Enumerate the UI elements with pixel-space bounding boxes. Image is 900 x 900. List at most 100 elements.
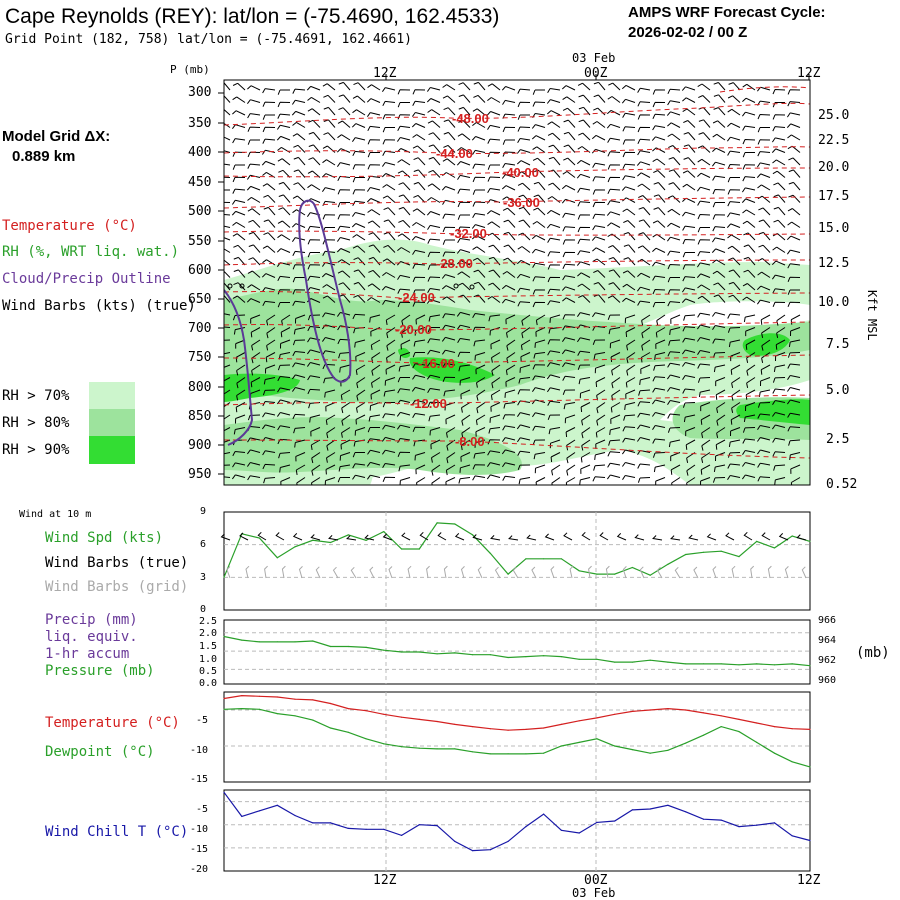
surface-barb-0-16 xyxy=(508,535,519,541)
wind-barb-244 xyxy=(367,164,381,170)
data-point-2-0-21 xyxy=(596,717,598,719)
contour-label-minus20: -20.00 xyxy=(395,322,432,337)
wind-barb-1139 xyxy=(339,452,351,461)
wind-barb-331 xyxy=(501,185,516,191)
data-point-3-0-31 xyxy=(773,822,776,824)
wind-barb-802 xyxy=(547,339,561,345)
wind-barb-1056 xyxy=(261,424,276,430)
wind-barb-394 xyxy=(278,207,291,216)
data-point-2-1-5 xyxy=(312,719,314,721)
wind-barb-804 xyxy=(576,337,591,343)
wind-barb-733 xyxy=(683,314,696,321)
data-point-2-1-6 xyxy=(329,727,332,729)
data-point-0-0-9 xyxy=(383,531,385,533)
data-point-2-0-28 xyxy=(720,715,722,717)
wind-barb-1243 xyxy=(727,475,741,480)
wind-barb-464 xyxy=(742,220,756,228)
wind-barb-875 xyxy=(475,364,486,375)
surface-barb-1-5 xyxy=(315,566,321,579)
data-point-2-0-4 xyxy=(294,698,296,700)
data-point-1-0-23 xyxy=(631,661,634,663)
wind-barb-626 xyxy=(247,284,261,291)
wind-barb-371 xyxy=(518,194,531,203)
wind-barb-696 xyxy=(713,294,726,303)
wind-barb-181 xyxy=(591,134,606,141)
wind-barb-444 xyxy=(442,226,456,233)
wind-barb-593 xyxy=(337,270,351,278)
wind-barb-641 xyxy=(473,281,486,291)
wind-barb-519 xyxy=(397,247,411,253)
surface-barb-1-23 xyxy=(639,566,645,579)
wind-barb-722 xyxy=(521,314,531,326)
data-point-1-0-1 xyxy=(241,639,243,641)
precip-tick-1-5: 1.5 xyxy=(199,641,218,652)
wind-barb-704 xyxy=(250,314,261,324)
wind-barb-620 xyxy=(743,269,756,278)
data-point-0-0-23 xyxy=(631,566,634,569)
wind-barb-440 xyxy=(383,219,396,228)
data-point-0-0-14 xyxy=(472,534,474,536)
wind-barb-14 xyxy=(426,87,441,92)
wind-barb-997 xyxy=(547,400,561,406)
wind-barb-305 xyxy=(697,172,711,178)
data-point-1-0-2 xyxy=(258,641,261,643)
wind-barb-624 xyxy=(224,282,231,291)
data-point-2-0-20 xyxy=(578,720,580,722)
wind-barb-308 xyxy=(742,176,756,182)
data-point-1-0-12 xyxy=(436,653,438,655)
wind-barb-301 xyxy=(637,172,651,178)
wind-barb-1027 xyxy=(412,413,426,419)
time-bottom-tick-12z-a: 12Z xyxy=(373,873,397,888)
wind-tick-9: 9 xyxy=(200,506,207,517)
chill-tick-minus15: -15 xyxy=(190,844,209,855)
wind-barb-452 xyxy=(562,226,576,232)
wind-barb-419 xyxy=(653,207,666,216)
wind-barb-1112 xyxy=(516,437,531,443)
wind-barb-386 xyxy=(741,198,756,203)
wind-barb-942 xyxy=(307,388,321,395)
wind-barb-801 xyxy=(534,339,546,348)
wind-barb-565 xyxy=(503,257,516,266)
wind-barb-583 xyxy=(771,260,786,266)
data-point-1-0-20 xyxy=(578,658,580,660)
wind-barb-222 xyxy=(622,151,636,158)
wind-barb-49 xyxy=(366,98,381,103)
wind-barb-502 xyxy=(727,234,741,241)
wind-barb-1019 xyxy=(292,413,306,420)
wind-barb-41 xyxy=(247,99,261,104)
wind-barb-3 xyxy=(262,88,276,94)
data-point-0-0-33 xyxy=(809,540,811,543)
wind-barb-1135 xyxy=(278,452,291,459)
wind-barb-106 xyxy=(637,114,651,120)
wind-barb-773 xyxy=(696,324,711,330)
wind-barb-688 xyxy=(593,294,606,303)
wind-barb-450 xyxy=(532,221,546,228)
wind-barb-1081 xyxy=(636,424,651,430)
wind-barb-1188 xyxy=(486,462,501,467)
wind-barb-455 xyxy=(607,222,621,228)
data-point-0-0-27 xyxy=(702,551,705,553)
wind-barb-379 xyxy=(638,195,651,203)
wind-barb-800 xyxy=(520,339,531,351)
wind-barb-601 xyxy=(457,271,471,278)
wind-barb-327 xyxy=(441,186,456,191)
wind-barb-737 xyxy=(743,314,756,323)
wind-barb-115 xyxy=(772,114,786,120)
wind-barb-1113 xyxy=(532,439,546,445)
data-point-2-0-32 xyxy=(791,728,793,730)
precip-accum-label: 1-hr accum xyxy=(45,646,130,662)
grid-point-subtitle: Grid Point (182, 758) lat/lon = (-75.469… xyxy=(5,32,412,47)
wind-barb-618 xyxy=(712,270,726,278)
wind-barb-832 xyxy=(412,352,425,358)
wind-barb-105 xyxy=(622,112,636,118)
data-point-1-0-10 xyxy=(401,651,403,653)
wind-barb-140 xyxy=(563,119,576,128)
wind-barb-329 xyxy=(472,189,485,195)
wind-barb-1204 xyxy=(727,463,741,469)
wind-barb-217 xyxy=(548,144,561,153)
wind-barb-120 xyxy=(262,126,276,133)
wind-barb-940 xyxy=(277,387,291,393)
wind-barb-206 xyxy=(382,150,396,156)
wind-barb-1148 xyxy=(473,452,486,459)
precip-liq-label: liq. equiv. xyxy=(45,629,138,645)
